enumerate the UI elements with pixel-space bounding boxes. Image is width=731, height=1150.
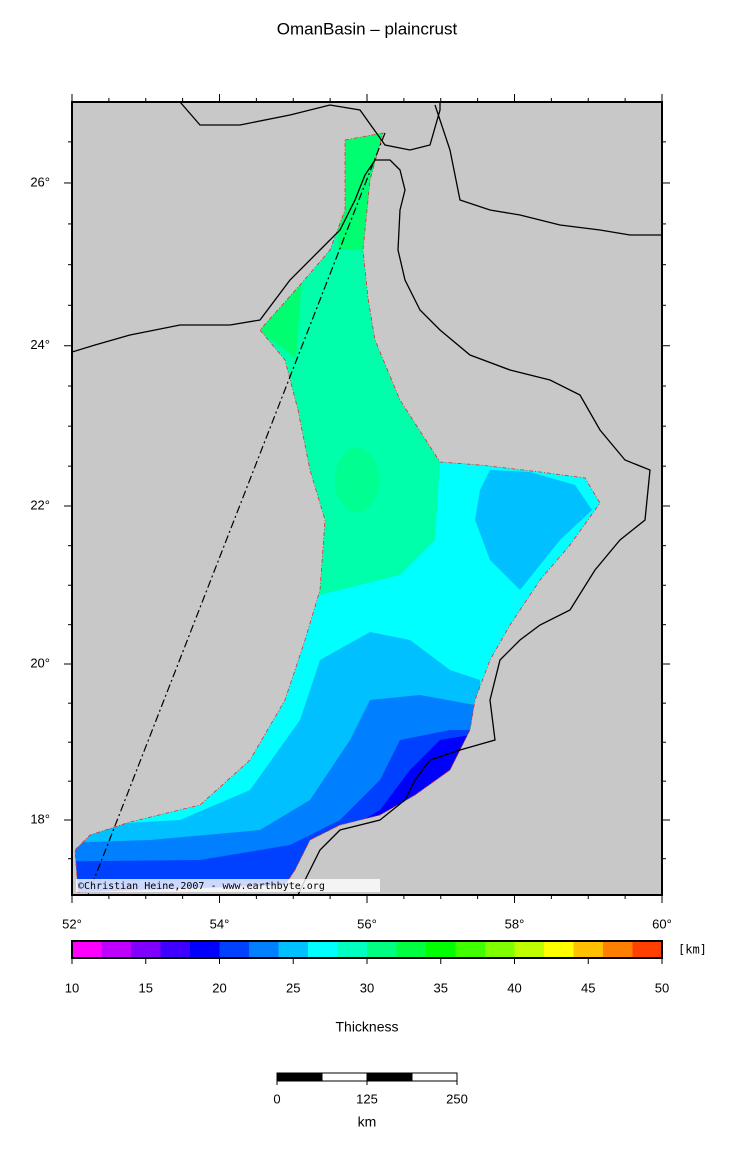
colorbar-segment xyxy=(131,941,161,958)
colorbar-segment xyxy=(544,941,574,958)
colorbar-tick-label: 10 xyxy=(65,980,79,995)
lat-tick-label: 26° xyxy=(30,174,50,189)
colorbar-label: Thickness xyxy=(335,1019,398,1035)
lon-tick-label: 56° xyxy=(357,916,377,931)
lon-tick-label: 58° xyxy=(505,916,525,931)
title: OmanBasin – plaincrust xyxy=(277,19,458,38)
scalebar-segment xyxy=(411,1072,458,1082)
colorbar-segment xyxy=(308,941,338,958)
colorbar-segment xyxy=(632,941,663,958)
colorbar-segment xyxy=(278,941,309,958)
coastline xyxy=(72,159,651,895)
colorbar-tick-label: 15 xyxy=(139,980,153,995)
colorbar-segment xyxy=(573,941,604,958)
scalebar-segment xyxy=(366,1072,413,1082)
coastline xyxy=(434,104,662,236)
lat-tick-label: 24° xyxy=(30,337,50,352)
colorbar-segment xyxy=(337,941,368,958)
colorbar-segment xyxy=(455,941,486,958)
colorbar-segment xyxy=(249,941,279,958)
colorbar-segment xyxy=(219,941,250,958)
zone xyxy=(258,133,390,358)
colorbar-segment xyxy=(426,941,456,958)
zone xyxy=(75,695,475,892)
colorbar-tick-label: 45 xyxy=(581,980,595,995)
coastline xyxy=(179,102,441,151)
colorbar-tick-label: 35 xyxy=(434,980,448,995)
colorbar-segment xyxy=(101,941,132,958)
colorbar-segment xyxy=(485,941,515,958)
credit-background xyxy=(76,879,380,892)
credit: ©Christian Heine,2007 - www.earthbyte.or… xyxy=(78,881,325,892)
colorbar-segment xyxy=(72,941,102,958)
lat-tick-label: 20° xyxy=(30,655,50,670)
colorbar-tick-label: 20 xyxy=(212,980,226,995)
colorbar-tick-label: 40 xyxy=(507,980,521,995)
colorbar-segment xyxy=(514,941,545,958)
scalebar-unit: km xyxy=(358,1114,377,1130)
scalebar-tick-label: 0 xyxy=(273,1091,280,1106)
colorbar-tick-label: 25 xyxy=(286,980,300,995)
lon-tick-label: 52° xyxy=(62,916,82,931)
zone xyxy=(475,470,592,590)
colorbar-unit: [km] xyxy=(678,943,707,957)
scalebar-tick-label: 125 xyxy=(356,1091,378,1106)
colorbar-segment xyxy=(603,941,633,958)
colorbar-tick-label: 30 xyxy=(360,980,374,995)
coastlines xyxy=(72,102,662,895)
scalebar-segment xyxy=(276,1072,323,1082)
scalebar-tick-label: 250 xyxy=(446,1091,468,1106)
lon-tick-label: 60° xyxy=(652,916,672,931)
zone xyxy=(335,448,379,512)
scalebar-segment xyxy=(321,1072,368,1082)
colorbar-tick-label: 50 xyxy=(655,980,669,995)
lat-tick-label: 18° xyxy=(30,811,50,826)
lat-tick-label: 22° xyxy=(30,497,50,512)
lon-tick-label: 54° xyxy=(210,916,230,931)
colorbar-segment xyxy=(190,941,220,958)
colorbar-segment xyxy=(367,941,397,958)
colorbar-segment xyxy=(396,941,427,958)
zone xyxy=(75,730,480,892)
colorbar-segment xyxy=(160,941,191,958)
basin-outline xyxy=(74,132,601,893)
